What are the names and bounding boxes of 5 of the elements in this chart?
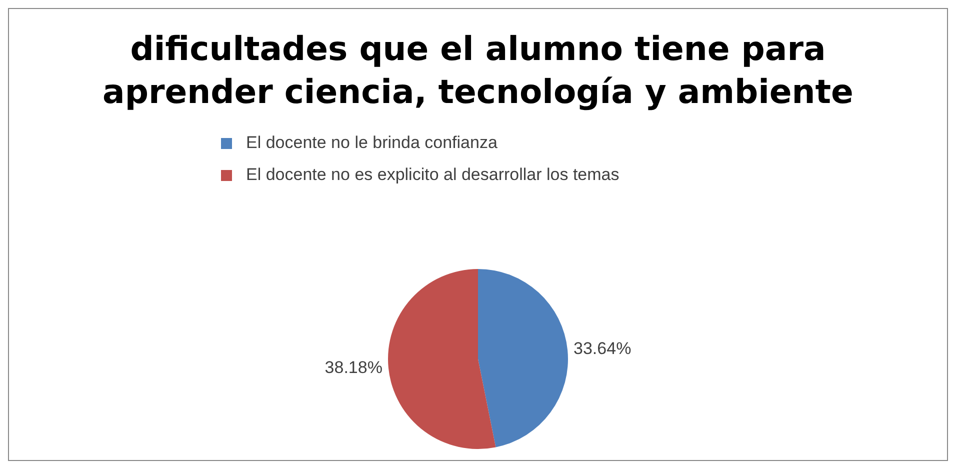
chart-title: dificultades que el alumno tiene para aprender ciencia, tecnología y ambiente bbox=[102, 28, 854, 113]
data-label: 33.64% bbox=[574, 339, 632, 358]
legend-label: El docente no es explicito al desarrollar los temas bbox=[246, 165, 620, 185]
legend-label: El docente no le brinda confianza bbox=[246, 133, 498, 153]
data-label: 38.18% bbox=[324, 358, 382, 378]
